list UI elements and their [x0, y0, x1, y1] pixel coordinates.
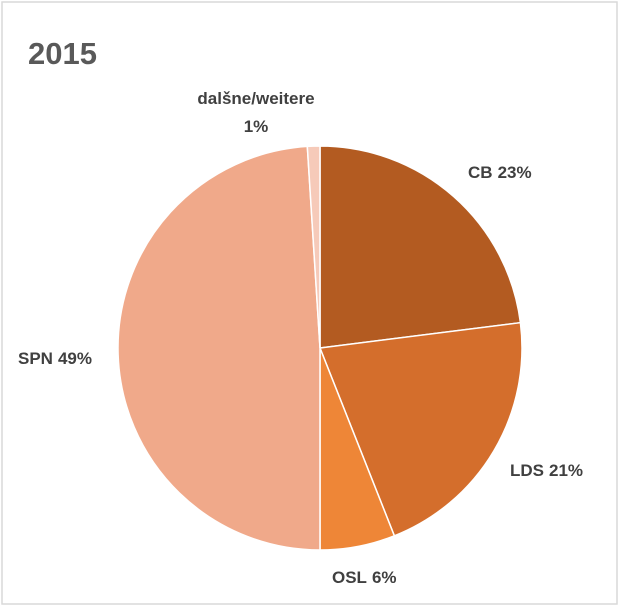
value-label: 49%	[58, 349, 92, 368]
pie-slice	[318, 321, 523, 537]
chart-title: 2015	[28, 36, 97, 71]
data-label: SPN 49%	[18, 349, 92, 368]
value-label: 1%	[244, 117, 269, 136]
data-label: dalšne/weitere 1%	[197, 89, 314, 136]
data-label: CB 23%	[468, 163, 532, 182]
category-label: OSL	[332, 568, 367, 587]
data-label: OSL 6%	[332, 568, 397, 587]
category-label: CB	[468, 163, 493, 182]
value-label: 21%	[549, 461, 583, 480]
category-label: dalšne/weitere	[197, 89, 314, 108]
pie-slice	[306, 145, 321, 349]
data-label: LDS 21%	[510, 461, 583, 480]
pie-slice	[117, 145, 321, 551]
value-label: 6%	[372, 568, 397, 587]
value-label: 23%	[498, 163, 532, 182]
category-label: SPN	[18, 349, 53, 368]
pie-slice	[319, 145, 522, 349]
category-label: LDS	[510, 461, 544, 480]
